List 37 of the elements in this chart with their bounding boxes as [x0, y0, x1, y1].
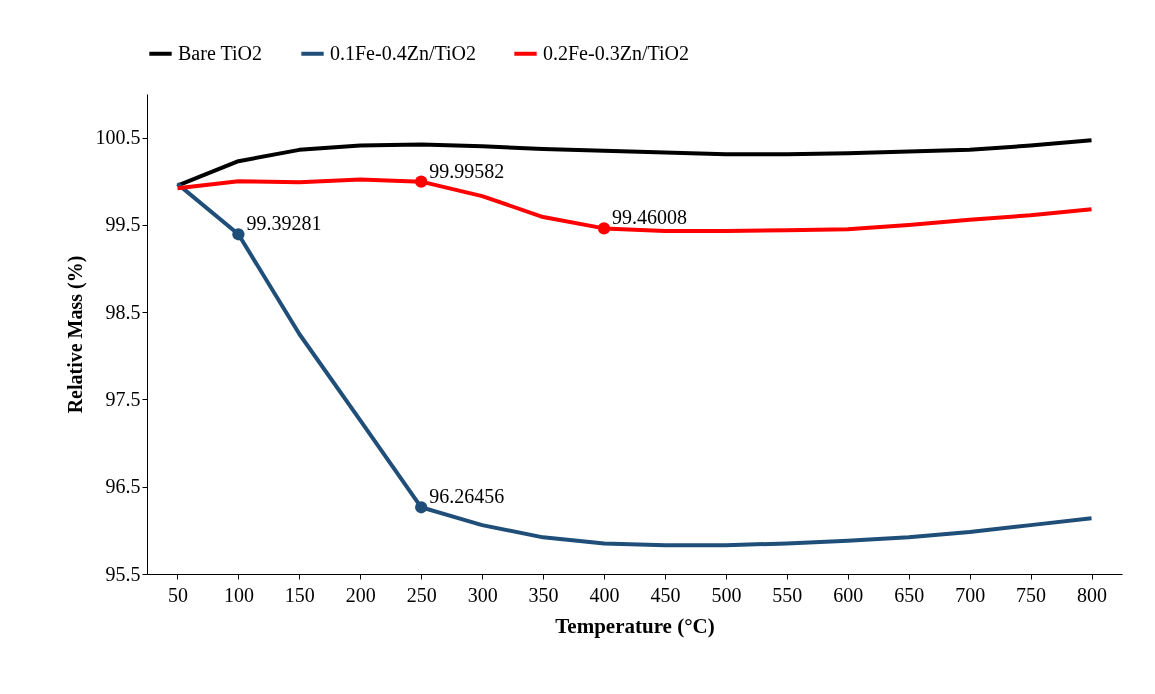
point — [597, 222, 611, 235]
line-series — [175, 181, 1094, 548]
point — [232, 228, 245, 241]
x-tick-label: 400 — [589, 583, 620, 606]
x-tick-label: 650 — [894, 583, 925, 606]
x-tick-label: 150 — [284, 583, 315, 606]
line-series — [175, 138, 1094, 188]
x-tick-label: 550 — [772, 583, 803, 606]
x-tick-label: 500 — [711, 583, 742, 606]
point — [415, 501, 428, 514]
data-label: 96.26456 — [429, 485, 505, 508]
x-tick-label: 800 — [1077, 583, 1108, 606]
x-tick-label: 50 — [167, 583, 188, 606]
y-tick-label: 98.5 — [105, 300, 141, 323]
x-tick-label: 100 — [223, 583, 254, 606]
x-axis-title: Temperature (°C) — [555, 613, 715, 638]
y-tick-label: 100.5 — [95, 126, 141, 149]
x-tick-label: 350 — [528, 583, 559, 606]
y-axis-title: Relative Mass (%) — [63, 255, 87, 414]
data-label: 99.99582 — [429, 159, 505, 182]
data-label: 99.46008 — [612, 206, 688, 229]
y-tick-label: 96.5 — [105, 475, 141, 498]
legend-label: 0.1Fe-0.4Zn/TiO2 — [330, 41, 476, 64]
x-tick-label: 450 — [650, 583, 681, 606]
y-tick-label: 97.5 — [105, 387, 141, 410]
legend-label: Bare TiO2 — [178, 41, 262, 64]
y-tick-label: 95.5 — [105, 562, 141, 585]
point — [415, 175, 428, 188]
x-tick-label: 600 — [833, 583, 864, 606]
legend-label: 0.2Fe-0.3Zn/TiO2 — [543, 41, 689, 64]
x-tick-label: 700 — [955, 583, 986, 606]
x-tick-label: 200 — [345, 583, 376, 606]
x-tick-label: 750 — [1016, 583, 1047, 606]
data-label: 99.39281 — [246, 212, 322, 235]
y-tick-label: 99.5 — [105, 213, 141, 236]
x-tick-label: 250 — [406, 583, 437, 606]
x-tick-label: 300 — [467, 583, 498, 606]
